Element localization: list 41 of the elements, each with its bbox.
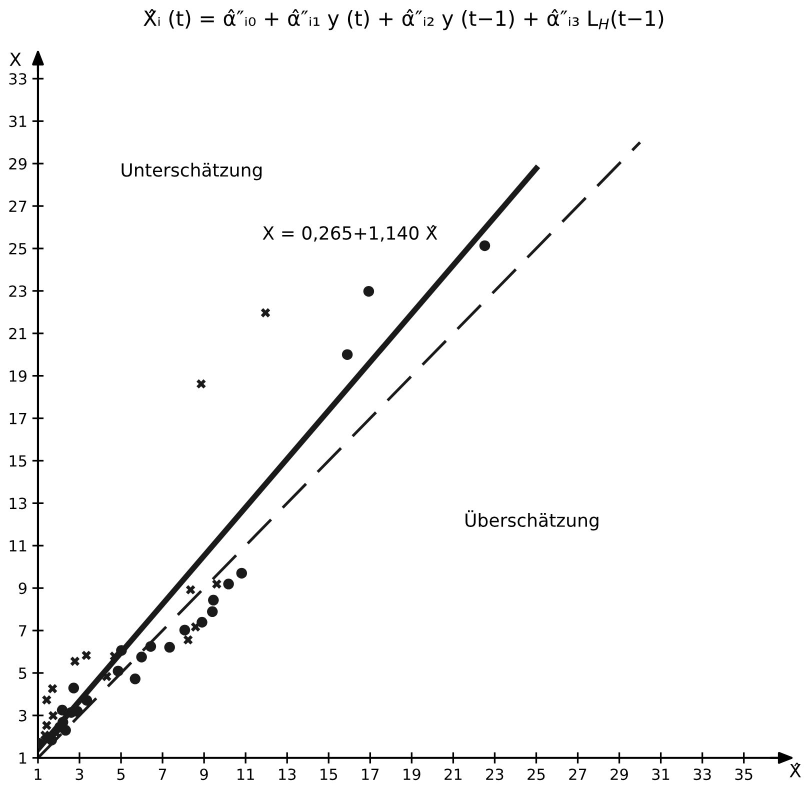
annotation: X = 0,265+1,140 X̂ bbox=[262, 225, 438, 242]
x-tick-label: 21 bbox=[444, 768, 462, 780]
x-tick-label: 25 bbox=[528, 768, 545, 780]
x-tick-label: 7 bbox=[158, 768, 166, 780]
annotation: Unterschätzung bbox=[122, 162, 262, 180]
y-tick-label: 1 bbox=[20, 752, 26, 764]
x-axis-title: X̂ bbox=[790, 762, 801, 778]
y-tick-label: 13 bbox=[10, 498, 26, 510]
y-tick-label: 23 bbox=[9, 285, 26, 297]
x-tick-label: 15 bbox=[320, 768, 338, 780]
y-axis-title: X bbox=[10, 52, 21, 66]
chart-title: X̂ᵢ (t) = α̂″ᵢ₀ + α̂″ᵢ₁ y (t) + α̂″ᵢ₂ y (t−1) + α̂″ᵢ₃ L$_{H}$(t−1) bbox=[144, 9, 664, 30]
x-tick-label: 33 bbox=[694, 768, 711, 780]
y-tick-label: 7 bbox=[19, 625, 26, 636]
y-tick-label: 31 bbox=[9, 116, 26, 128]
x-tick-label: 17 bbox=[362, 768, 379, 780]
y-tick-label: 33 bbox=[9, 73, 26, 85]
x-tick-label: 5 bbox=[117, 768, 125, 780]
y-tick-label: 29 bbox=[9, 158, 26, 170]
x-tick-label: 13 bbox=[279, 768, 296, 780]
y-tick-label: 11 bbox=[10, 540, 26, 552]
y-tick-label: 19 bbox=[10, 370, 26, 382]
y-tick-label: 5 bbox=[19, 668, 26, 679]
x-tick-label: 27 bbox=[569, 768, 586, 780]
y-tick-label: 27 bbox=[9, 200, 26, 212]
y-tick-label: 15 bbox=[10, 455, 26, 467]
x-tick-label: 1 bbox=[34, 768, 42, 780]
y-tick-label: 3 bbox=[19, 710, 26, 722]
x-tick-label: 19 bbox=[404, 768, 420, 780]
y-tick-label: 21 bbox=[9, 328, 26, 340]
x-tick-label: 3 bbox=[76, 768, 84, 780]
annotation: Überschätzung bbox=[466, 510, 598, 530]
x-tick-label: 29 bbox=[610, 768, 628, 780]
x-tick-label: 11 bbox=[238, 768, 254, 780]
y-tick-label: 25 bbox=[9, 242, 26, 254]
x-tick-label: 9 bbox=[200, 768, 208, 780]
x-tick-label: 35 bbox=[735, 768, 752, 780]
y-tick-label: 9 bbox=[18, 582, 26, 594]
y-tick-label: 17 bbox=[10, 412, 26, 424]
x-tick-label: 31 bbox=[652, 768, 670, 780]
x-tick-label: 23 bbox=[486, 768, 504, 780]
